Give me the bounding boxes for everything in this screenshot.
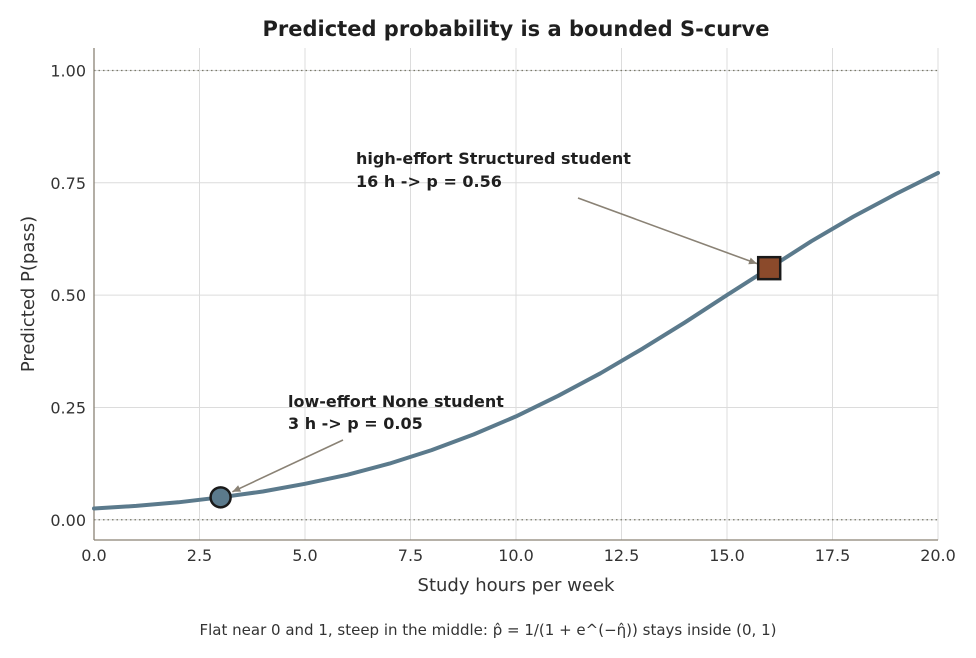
x-tick-label: 20.0 — [920, 546, 956, 565]
y-tick-labels: 0.00 0.25 0.50 0.75 1.00 — [50, 61, 86, 529]
grid — [93, 48, 939, 540]
x-tick-label: 0.0 — [81, 546, 106, 565]
x-axis-label: Study hours per week — [418, 575, 616, 596]
annotation-low-sublabel: 3 h -> p = 0.05 — [288, 414, 423, 433]
annotation-high-label: high-effort Structured student — [356, 149, 631, 168]
x-tick-label: 2.5 — [187, 546, 212, 565]
x-tick-label: 12.5 — [604, 546, 640, 565]
x-tick-label: 5.0 — [292, 546, 317, 565]
high-effort-marker — [756, 255, 782, 281]
low-effort-marker — [209, 486, 232, 509]
chart-caption: Flat near 0 and 1, steep in the middle: … — [200, 621, 777, 639]
y-tick-label: 0.00 — [50, 511, 86, 530]
series — [92, 170, 940, 511]
x-tick-labels: 0.0 2.5 5.0 7.5 10.0 12.5 15.0 17.5 20.0 — [81, 546, 956, 565]
annotation-low-label: low-effort None student — [288, 392, 504, 411]
y-axis-label: Predicted P(pass) — [18, 216, 39, 372]
annotation-arrow — [232, 439, 344, 493]
annotation-arrowhead — [232, 485, 242, 492]
annotation-arrow — [577, 197, 758, 265]
x-tick-label: 15.0 — [709, 546, 745, 565]
y-tick-label: 0.75 — [50, 174, 86, 193]
x-tick-label: 10.0 — [498, 546, 534, 565]
y-tick-label: 1.00 — [50, 61, 86, 80]
annotation-arrowhead — [748, 257, 757, 265]
annotation-high-sublabel: 16 h -> p = 0.56 — [356, 172, 502, 191]
highlight-markers — [209, 255, 782, 509]
x-tick-label: 17.5 — [815, 546, 851, 565]
reference-lines — [94, 69, 938, 521]
series-line — [92, 170, 940, 511]
axes-spines — [93, 48, 938, 541]
annotation-arrows — [232, 197, 758, 493]
y-tick-label: 0.25 — [50, 398, 86, 417]
x-tick-label: 7.5 — [398, 546, 423, 565]
y-tick-label: 0.50 — [50, 286, 86, 305]
chart-title: Predicted probability is a bounded S-cur… — [263, 17, 770, 41]
